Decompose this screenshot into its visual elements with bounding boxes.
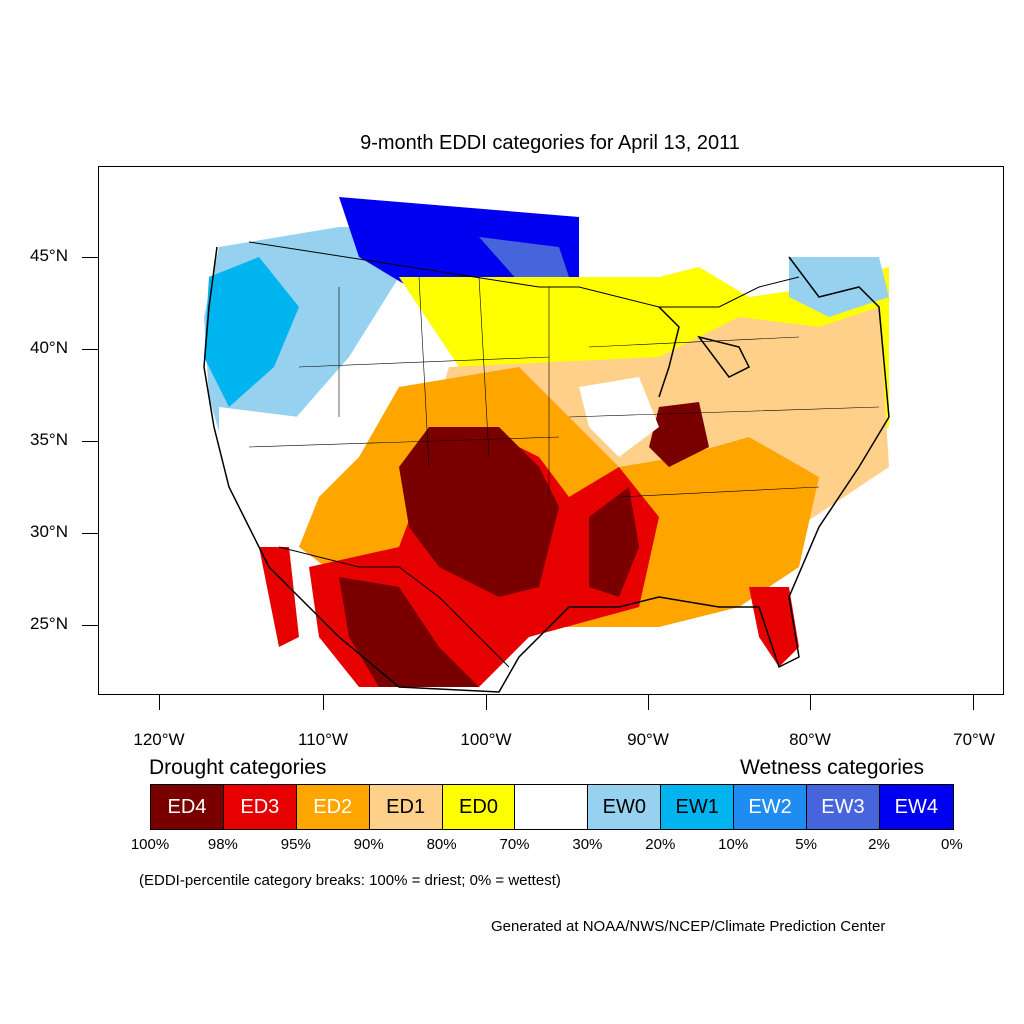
percent-break-label: 95% (280, 836, 311, 853)
legend-swatch: EW0 (588, 785, 662, 829)
region-north-ew3 (479, 237, 569, 282)
canada-border (248, 241, 800, 308)
map-title: 9-month EDDI categories for April 13, 20… (360, 132, 740, 154)
lat-label: 25°N (30, 614, 68, 633)
region-north-central-ew4 (339, 197, 579, 317)
legend-swatch: EW2 (734, 785, 808, 829)
percent-break-label: 5% (795, 836, 817, 853)
category-note: (EDDI-percentile category breaks: 100% =… (139, 872, 561, 889)
lon-tick (159, 695, 160, 710)
legend-swatch: ED3 (223, 785, 297, 829)
lat-tick (82, 441, 98, 442)
region-northeast-blue (789, 257, 889, 317)
lat-tick (82, 625, 98, 626)
legend-swatch: EW1 (661, 785, 735, 829)
legend-swatch: ED4 (151, 785, 224, 829)
lon-label: 80°W (789, 730, 831, 749)
legend-swatch: ED1 (369, 785, 443, 829)
legend-swatch: EW4 (879, 785, 953, 829)
percent-break-label: 0% (941, 836, 963, 853)
percent-break-label: 2% (868, 836, 890, 853)
percent-break-label: 80% (426, 836, 457, 853)
eddi-map (203, 197, 890, 693)
lat-label: 45°N (30, 246, 68, 265)
region-mississippi-ed4 (589, 487, 639, 597)
state-lines (248, 276, 880, 498)
region-baja-ed3 (259, 547, 299, 647)
lat-label: 35°N (30, 430, 68, 449)
legend-swatch (515, 785, 589, 829)
lat-tick (82, 257, 98, 258)
mexico-border (278, 546, 510, 668)
percent-break-label: 90% (353, 836, 384, 853)
lon-tick (648, 695, 649, 710)
percent-break-label: 20% (645, 836, 676, 853)
region-florida-ed3 (749, 587, 799, 667)
lon-tick (973, 695, 974, 710)
lon-tick (323, 695, 324, 710)
lat-tick (82, 533, 98, 534)
percent-break-label: 10% (718, 836, 749, 853)
lon-label: 100°W (460, 730, 512, 749)
region-southern-plains-ed4 (399, 427, 559, 597)
percent-break-label: 98% (207, 836, 238, 853)
lon-tick (486, 695, 487, 710)
us-outline (203, 246, 890, 693)
region-northwest-wet (204, 217, 579, 467)
lon-label: 70°W (953, 730, 995, 749)
credit-line: Generated at NOAA/NWS/NCEP/Climate Predi… (491, 918, 886, 935)
region-ohio-ed4 (649, 402, 709, 467)
lon-label: 90°W (627, 730, 669, 749)
lat-tick (82, 349, 98, 350)
legend-bar: ED4 ED3 ED2 ED1 ED0 EW0 EW1 EW2 EW3 EW4 (150, 784, 954, 830)
map-plot-area (98, 166, 1004, 695)
percent-break-label: 30% (572, 836, 603, 853)
legend-swatch: ED2 (296, 785, 370, 829)
region-white-gap (579, 377, 659, 457)
lat-label: 40°N (30, 338, 68, 357)
region-texas-ed4 (339, 577, 479, 687)
region-northwest-ew1 (204, 257, 299, 407)
legend-swatch: EW3 (807, 785, 880, 829)
lon-label: 120°W (133, 730, 185, 749)
percent-break-label: 100% (130, 836, 170, 853)
drought-heading: Drought categories (149, 756, 327, 779)
region-white-gap-west (219, 407, 309, 527)
percent-break-label: 70% (499, 836, 530, 853)
lon-label: 110°W (298, 730, 348, 749)
wetness-heading: Wetness categories (740, 756, 925, 779)
lon-tick (810, 695, 811, 710)
legend-swatch: ED0 (442, 785, 516, 829)
great-lakes (658, 306, 751, 398)
lat-label: 30°N (30, 522, 68, 541)
